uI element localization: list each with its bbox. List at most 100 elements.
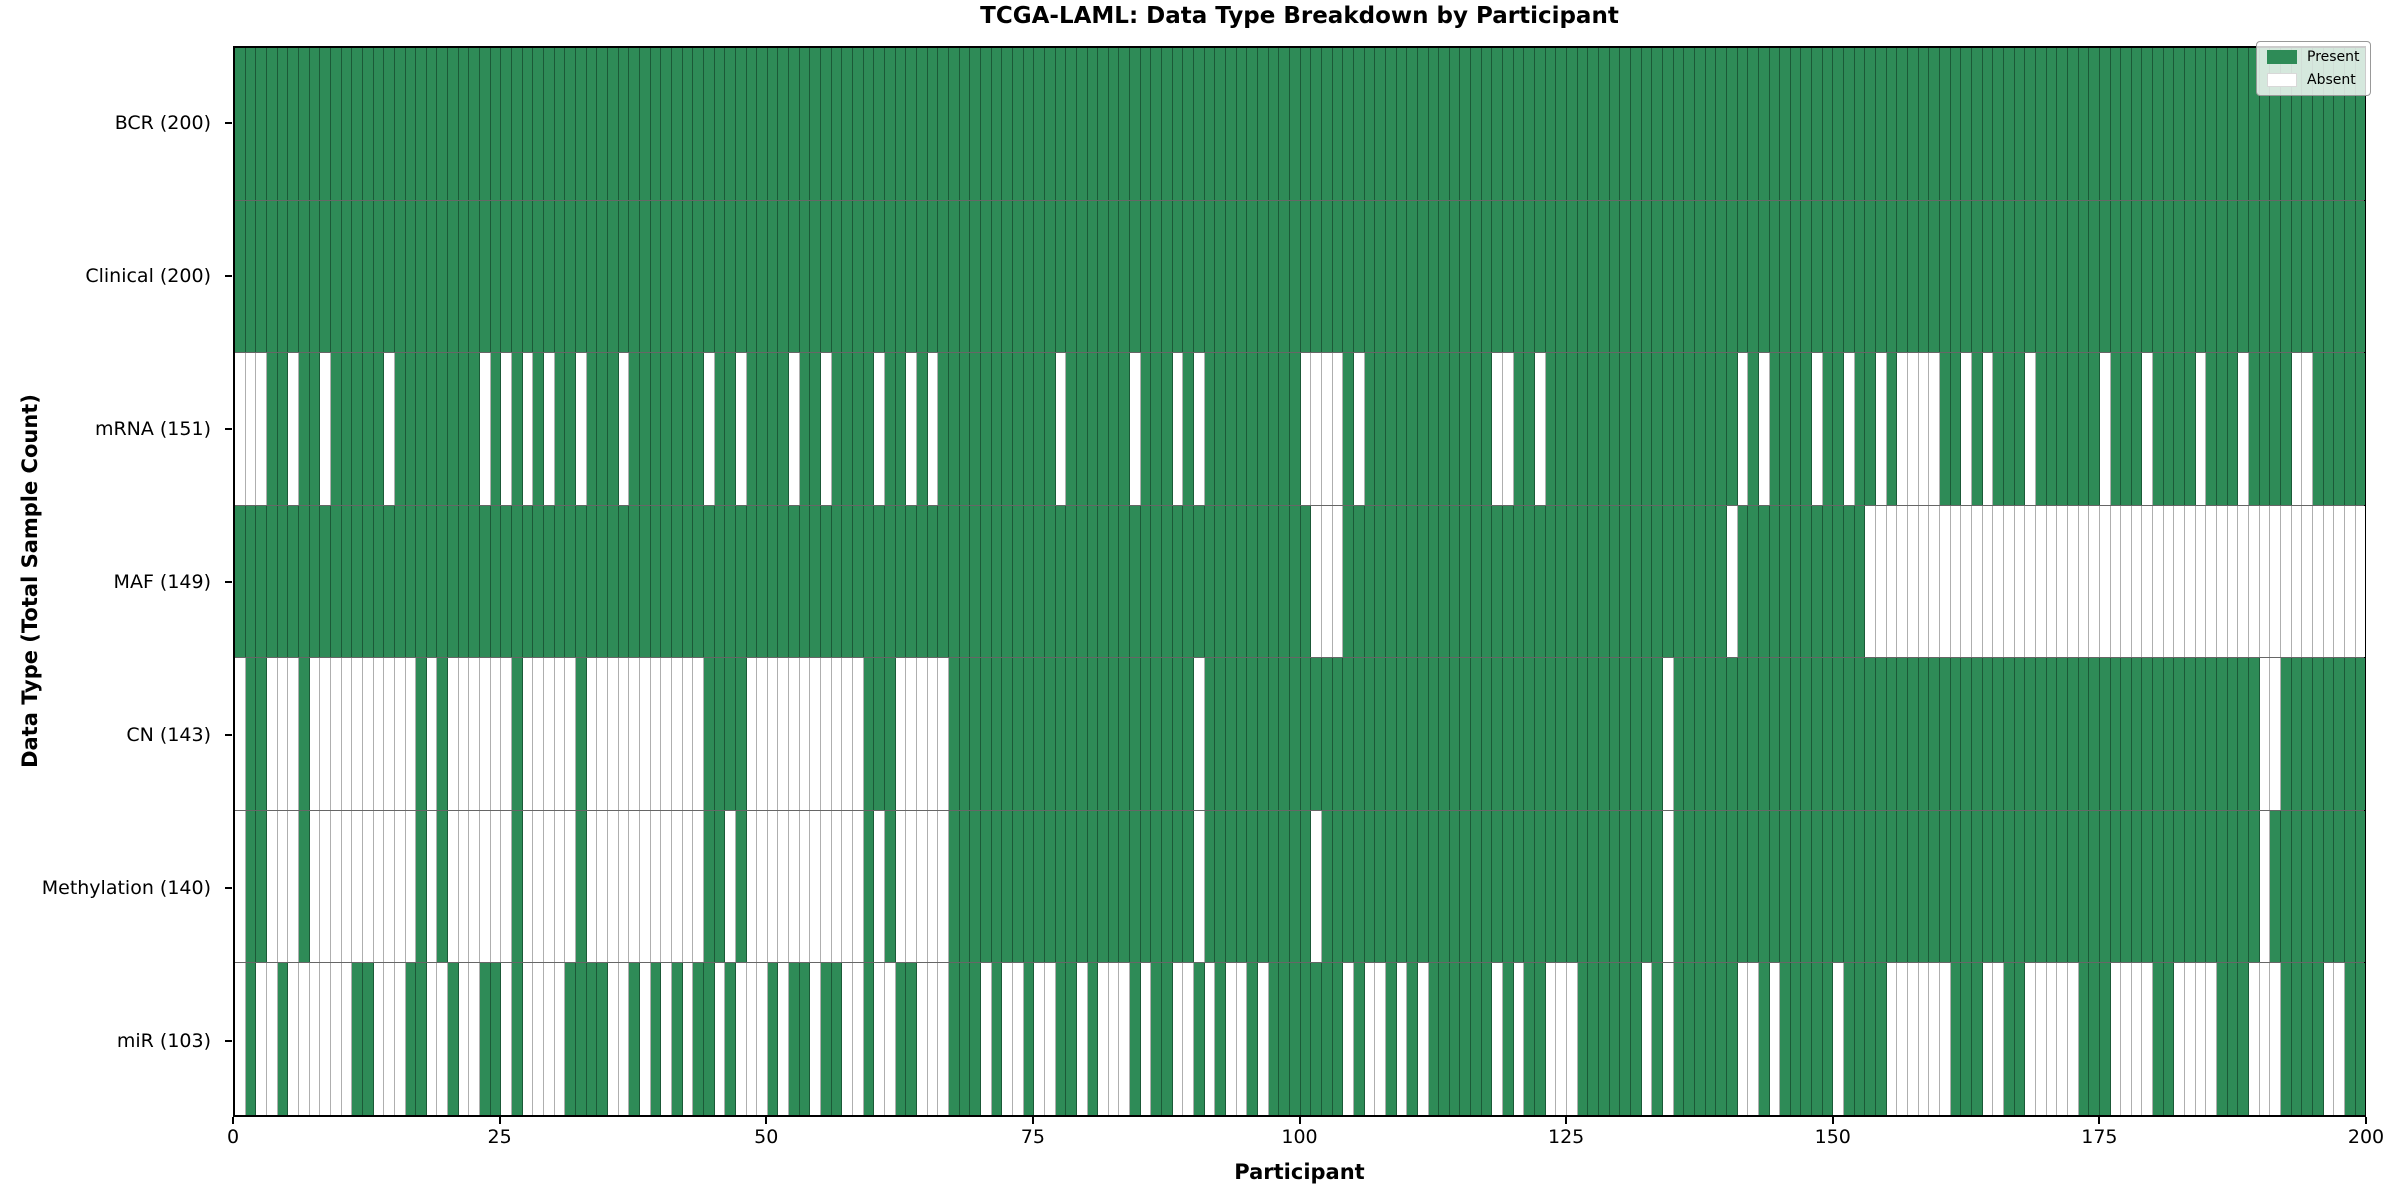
- cell-present: [1140, 505, 1152, 658]
- cell-present: [2238, 963, 2250, 1116]
- cell-absent: [927, 353, 939, 505]
- cell-present: [2131, 200, 2143, 353]
- cell-present: [2355, 963, 2366, 1116]
- cell-present: [2312, 353, 2324, 505]
- cell-absent: [2089, 505, 2100, 658]
- cell-present: [1087, 505, 1099, 658]
- cell-present: [1098, 810, 1109, 963]
- cell-present: [2153, 200, 2164, 353]
- cell-absent: [735, 963, 747, 1116]
- y-tick-label: mRNA (151): [94, 417, 211, 440]
- cell-absent: [1353, 353, 1365, 505]
- cell-present: [277, 353, 289, 505]
- cell-present: [1449, 658, 1461, 810]
- cell-present: [490, 200, 502, 353]
- x-tick-mark: [2365, 1117, 2367, 1124]
- cell-present: [1439, 48, 1450, 200]
- cell-present: [1769, 200, 1781, 353]
- cell-present: [2057, 48, 2068, 200]
- cell-present: [1194, 200, 1205, 353]
- cell-present: [1886, 48, 1898, 200]
- cell-present: [1023, 505, 1035, 658]
- cell-absent: [1492, 963, 1504, 1116]
- cell-absent: [288, 353, 299, 505]
- cell-present: [970, 48, 981, 200]
- cell-present: [1481, 505, 1493, 658]
- x-tick-label: 0: [226, 1126, 240, 1148]
- cell-present: [2014, 658, 2026, 810]
- cell-present: [917, 200, 928, 353]
- cell-present: [1087, 658, 1099, 810]
- cell-present: [2238, 48, 2250, 200]
- cell-present: [1428, 200, 1440, 353]
- cell-present: [490, 963, 502, 1116]
- cell-present: [1567, 658, 1578, 810]
- cell-present: [512, 963, 523, 1116]
- cell-absent: [544, 963, 555, 1116]
- cell-present: [2035, 48, 2047, 200]
- cell-absent: [2142, 505, 2154, 658]
- cell-absent: [2185, 505, 2196, 658]
- cell-present: [1289, 48, 1301, 200]
- cell-absent: [1343, 963, 1354, 1116]
- cell-present: [2334, 658, 2345, 810]
- heatmap-row-MAF: [235, 505, 2366, 659]
- cell-present: [1630, 48, 1642, 200]
- cell-present: [298, 353, 310, 505]
- cell-absent: [799, 658, 811, 810]
- cell-present: [1481, 810, 1493, 963]
- cell-present: [1375, 200, 1386, 353]
- cell-absent: [1982, 505, 1994, 658]
- cell-present: [799, 48, 811, 200]
- cell-absent: [927, 963, 939, 1116]
- cell-present: [1833, 505, 1845, 658]
- cell-present: [1375, 810, 1386, 963]
- cell-present: [2281, 200, 2292, 353]
- cell-present: [1332, 200, 1344, 353]
- cell-present: [2206, 48, 2218, 200]
- cell-present: [1535, 963, 1546, 1116]
- cell-absent: [1130, 353, 1141, 505]
- cell-present: [2174, 200, 2186, 353]
- cell-present: [2003, 353, 2015, 505]
- cell-absent: [1258, 963, 1269, 1116]
- cell-present: [1833, 658, 1845, 810]
- cell-present: [746, 353, 758, 505]
- cell-present: [703, 48, 715, 200]
- cell-present: [2153, 810, 2164, 963]
- cell-absent: [384, 658, 395, 810]
- cell-present: [1609, 353, 1621, 505]
- cell-present: [1982, 48, 1994, 200]
- cell-present: [1908, 810, 1919, 963]
- cell-absent: [458, 963, 470, 1116]
- cell-absent: [1375, 963, 1386, 1116]
- cell-present: [1726, 200, 1738, 353]
- cell-absent: [2067, 963, 2079, 1116]
- cell-present: [735, 48, 747, 200]
- cell-present: [1311, 48, 1322, 200]
- cell-absent: [1737, 963, 1749, 1116]
- cell-present: [1971, 353, 1983, 505]
- cell-present: [650, 48, 662, 200]
- cell-present: [1247, 505, 1258, 658]
- cell-absent: [1918, 963, 1930, 1116]
- cell-absent: [1098, 963, 1109, 1116]
- cell-absent: [2014, 505, 2026, 658]
- cell-absent: [1226, 963, 1237, 1116]
- cell-present: [1833, 200, 1845, 353]
- x-tick-label: 75: [1020, 1126, 1045, 1148]
- cell-present: [1652, 505, 1663, 658]
- cell-present: [661, 353, 672, 505]
- cell-present: [789, 505, 800, 658]
- x-tick-label: 25: [487, 1126, 512, 1148]
- cell-present: [1289, 505, 1301, 658]
- cell-present: [1929, 810, 1940, 963]
- cell-present: [2046, 810, 2058, 963]
- cell-present: [256, 658, 267, 810]
- cell-present: [554, 200, 566, 353]
- cell-present: [1971, 658, 1983, 810]
- cell-present: [693, 200, 704, 353]
- cell-present: [2238, 810, 2250, 963]
- cell-present: [1247, 810, 1258, 963]
- cell-absent: [266, 658, 278, 810]
